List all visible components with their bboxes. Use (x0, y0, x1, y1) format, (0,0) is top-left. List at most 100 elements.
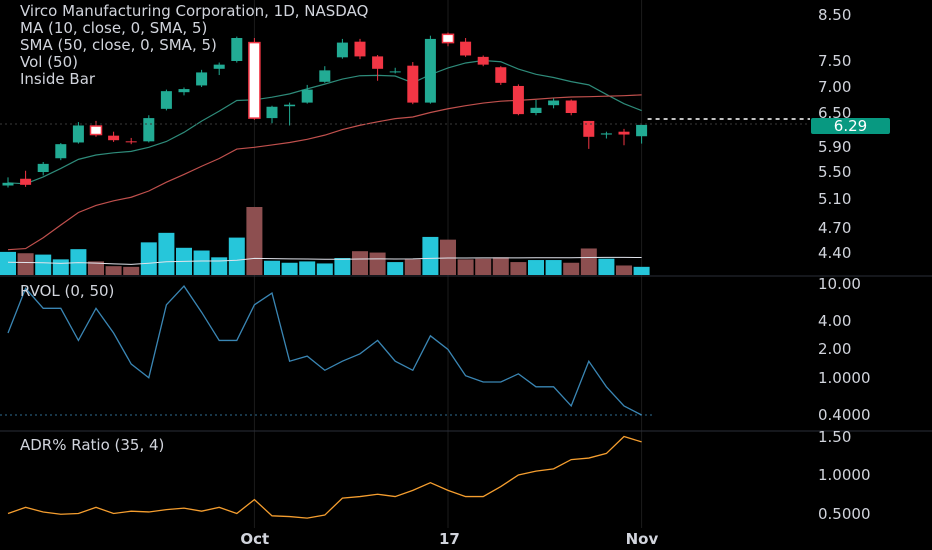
candle-body[interactable] (2, 182, 14, 186)
candle-body[interactable] (372, 56, 384, 69)
volume-bar (528, 260, 544, 275)
candle-body[interactable] (495, 67, 507, 83)
price-tick-label: 6.50 (818, 104, 852, 122)
volume-bar (211, 257, 228, 275)
candle-body[interactable] (20, 178, 32, 185)
volume-bar (475, 258, 492, 275)
candle-body[interactable] (213, 64, 225, 69)
price-tick-label: 5.90 (818, 138, 852, 156)
volume-bar (123, 266, 140, 275)
volume-bar (598, 258, 615, 275)
volume-bar (0, 251, 16, 275)
rvol-tick-label: 2.00 (818, 340, 852, 358)
candle-body[interactable] (512, 85, 524, 115)
price-tick-label: 5.50 (818, 163, 852, 181)
price-tick-label: 4.40 (818, 244, 852, 262)
rvol-tick-label: 0.4000 (818, 406, 871, 424)
candle-body[interactable] (460, 41, 472, 56)
candle-body[interactable] (636, 124, 648, 137)
adr-tick-label: 1.50 (818, 428, 852, 446)
candle-body[interactable] (565, 100, 577, 113)
pane-dividers (0, 275, 932, 432)
candle-body[interactable] (477, 56, 489, 65)
volume-bar (246, 207, 263, 275)
legend-inside-bar[interactable]: Inside Bar (20, 70, 96, 88)
volume-bar (422, 236, 439, 275)
price-marker-line (0, 118, 810, 125)
candle-body[interactable] (196, 72, 208, 86)
candle-body[interactable] (618, 131, 630, 135)
volume-bar (88, 261, 104, 275)
legend-sma[interactable]: SMA (50, close, 0, SMA, 5) (20, 36, 217, 54)
volume-bar (440, 239, 456, 275)
volume-bar (299, 261, 316, 275)
candle-body[interactable] (530, 107, 542, 113)
volume-bar (334, 258, 351, 275)
price-tick-label: 4.70 (818, 219, 852, 237)
x-tick-label: Oct (240, 530, 270, 548)
candle-body[interactable] (143, 118, 155, 142)
adr-polyline (7, 435, 642, 519)
candle-body[interactable] (284, 104, 296, 107)
candle-body[interactable] (407, 65, 419, 103)
candle-body[interactable] (72, 125, 84, 143)
legend-vol[interactable]: Vol (50) (20, 53, 79, 71)
legend-ma[interactable]: MA (10, close, 0, SMA, 5) (20, 19, 208, 37)
candle-body[interactable] (336, 42, 348, 58)
sma50-line (7, 94, 642, 251)
volume-bar (492, 257, 509, 275)
volume-bar (616, 265, 632, 275)
candle-body[interactable] (301, 89, 313, 103)
volume-bar (281, 262, 298, 275)
candle-body[interactable] (389, 71, 401, 73)
volume-bar (545, 260, 562, 275)
volume-bar (563, 262, 580, 275)
candle-body[interactable] (548, 100, 560, 106)
price-tick-label: 7.50 (818, 52, 852, 70)
candle-body[interactable] (424, 38, 436, 103)
candle-body[interactable] (108, 135, 120, 141)
candle-body[interactable] (89, 125, 103, 136)
candle-body[interactable] (160, 91, 172, 109)
volume-bar (35, 254, 52, 275)
candle-body[interactable] (248, 41, 261, 119)
candle-body[interactable] (583, 120, 595, 137)
chart-legend: Virco Manufacturing Corporation, 1D, NAS… (20, 3, 368, 88)
chart-title: Virco Manufacturing Corporation, 1D, NAS… (20, 2, 369, 20)
price-tick-label: 8.50 (818, 6, 852, 24)
volume-bar (580, 248, 597, 275)
volume-bar (140, 242, 157, 275)
rvol-tick-label: 4.00 (818, 312, 852, 330)
candle-body[interactable] (319, 70, 331, 82)
adr-ratio-line (7, 435, 642, 519)
candle-body[interactable] (600, 133, 612, 135)
volume-bar (369, 252, 386, 275)
volume-bar (158, 232, 175, 275)
x-tick-label: Nov (625, 530, 659, 548)
candle-body[interactable] (55, 144, 67, 159)
volume-bar (457, 259, 474, 275)
candle-body[interactable] (441, 33, 455, 44)
adr-pane-title[interactable]: ADR% Ratio (35, 4) (20, 436, 165, 454)
volume-bar (404, 259, 421, 275)
volume-bar (316, 263, 333, 275)
x-tick-label: 17 (439, 530, 460, 548)
rvol-pane-title[interactable]: RVOL (0, 50) (20, 282, 115, 300)
volume-bar (193, 250, 210, 275)
candle-body[interactable] (125, 141, 137, 143)
volume-bar (387, 262, 404, 275)
volume-bars (0, 207, 650, 275)
adr-tick-label: 0.5000 (818, 505, 871, 523)
candle-body[interactable] (266, 106, 278, 119)
candle-body[interactable] (354, 41, 366, 57)
candle-body[interactable] (178, 89, 190, 93)
volume-bar (17, 253, 34, 275)
moving-average-lines (7, 59, 642, 251)
rvol-tick-label: 1.0000 (818, 369, 871, 387)
candle-body[interactable] (37, 163, 49, 172)
adr-tick-label: 1.0000 (818, 466, 871, 484)
price-tick-label: 7.00 (818, 78, 852, 96)
candlesticks[interactable] (2, 32, 648, 188)
candle-body[interactable] (231, 38, 243, 61)
